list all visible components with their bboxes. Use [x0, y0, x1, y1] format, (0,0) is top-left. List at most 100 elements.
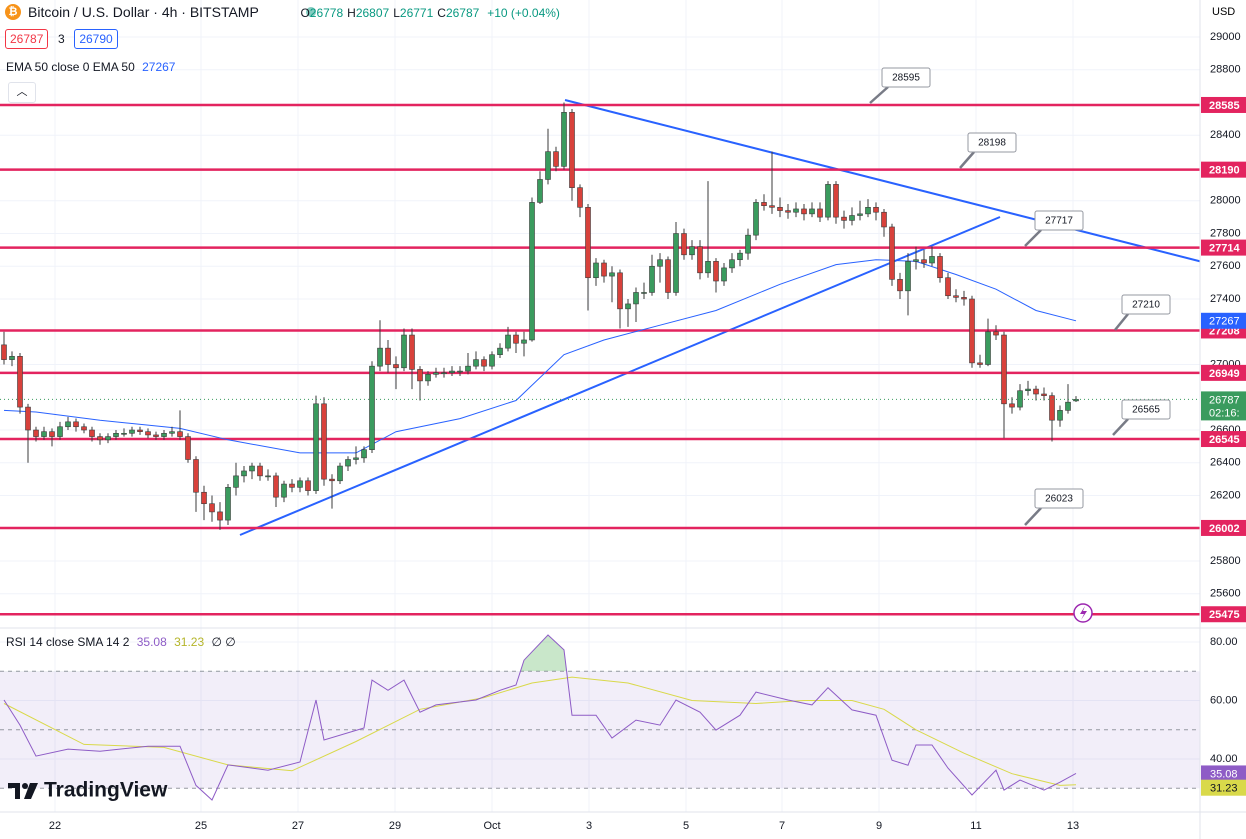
candle-body [817, 208, 823, 218]
ohlc-value: 26771 [399, 6, 434, 20]
candle-body [313, 403, 319, 491]
candle-body [497, 347, 503, 355]
callout-pointer [1112, 418, 1129, 436]
rsi-sma-line [3, 676, 1077, 786]
level-badge [1201, 96, 1246, 113]
y-tick-label: 26200 [1210, 489, 1241, 501]
level-badge [1201, 519, 1246, 536]
candle-body [393, 364, 399, 369]
candle-body [137, 429, 143, 432]
ask[interactable]: 26790 [74, 29, 118, 49]
rsi-extra: ∅ ∅ [211, 635, 236, 649]
level-label: 28190 [1209, 165, 1240, 177]
candle-body [241, 470, 247, 477]
callout-box [1121, 399, 1171, 420]
candle-body [569, 112, 575, 188]
ohlc-value: 26778 [309, 6, 344, 20]
candle-body [9, 356, 15, 360]
x-tick-label: 25 [195, 820, 207, 832]
candle-body [961, 297, 967, 300]
candle-body [25, 406, 31, 431]
ohlc-label: C [437, 6, 446, 20]
candle-body [913, 259, 919, 262]
rsi-pane [0, 634, 1200, 801]
candle-body [153, 434, 159, 437]
collapse-button[interactable]: ︿ [8, 82, 36, 103]
candle-body [49, 431, 55, 437]
ohlc-value: 26787 [445, 6, 480, 20]
candle-body [889, 226, 895, 280]
level-label: 26002 [1209, 523, 1240, 535]
candle-body [577, 187, 583, 208]
candle-body [833, 184, 839, 218]
candle-body [489, 354, 495, 367]
candle-body [129, 429, 135, 434]
candle-body [609, 272, 615, 277]
candle-body [561, 112, 567, 167]
x-tick-label: 27 [292, 820, 304, 832]
candle-body [145, 431, 151, 436]
candle-body [825, 184, 831, 218]
candle-body [257, 465, 263, 477]
rsi-name: RSI 14 close SMA 14 2 [6, 635, 130, 649]
candle-body [865, 207, 871, 215]
candle-body [929, 256, 935, 264]
candle-body [657, 259, 663, 267]
candle-body [745, 234, 751, 254]
candle-body [121, 432, 127, 435]
candle-body [465, 365, 471, 372]
candle-body [57, 426, 63, 437]
level-badge [1201, 431, 1246, 448]
ema-value: 27267 [142, 60, 176, 74]
candle-body [65, 421, 71, 428]
ohlc-label: L [393, 6, 400, 20]
trend-line [239, 216, 1001, 536]
candle-body [209, 503, 215, 513]
header: Bitcoin / U.S. Dollar · 4h · BITSTAMP O2… [28, 4, 560, 20]
candle-body [1025, 388, 1031, 392]
candle-body [641, 292, 647, 294]
candle-body [17, 356, 23, 408]
candle-body [985, 331, 991, 365]
alert-icon[interactable] [1073, 603, 1093, 623]
level-badge [1201, 161, 1246, 178]
callout-label: 27210 [1132, 300, 1160, 311]
x-tick-label: 11 [970, 820, 981, 832]
candle-body [1, 344, 7, 360]
y-tick-label: 27400 [1210, 293, 1241, 305]
rsi-sma-badge-label: 31.23 [1210, 783, 1238, 795]
candle-body [905, 261, 911, 292]
candle-body [273, 475, 279, 498]
candle-body [553, 151, 559, 167]
rsi-overbought-fill [4, 635, 1076, 672]
candle-body [761, 202, 767, 206]
y-tick-label: 25600 [1210, 588, 1241, 600]
x-tick-label: 3 [586, 820, 592, 832]
bid[interactable]: 26787 [5, 29, 49, 49]
candle-body [481, 359, 487, 367]
candle-body [1041, 393, 1047, 396]
candle-body [897, 279, 903, 292]
level-badge [1201, 364, 1246, 381]
x-tick-label: 5 [683, 820, 689, 832]
candle-body [81, 426, 87, 431]
rsi-tick-label: 40.00 [1210, 753, 1238, 765]
candle-body [977, 362, 983, 365]
candle-body [705, 261, 711, 274]
candle-body [681, 233, 687, 256]
callout-label: 27717 [1045, 216, 1073, 227]
y-tick-label: 28000 [1210, 195, 1241, 207]
x-tick-label: 9 [876, 820, 882, 832]
candle-body [521, 339, 527, 344]
y-tick-label: 29000 [1210, 31, 1241, 43]
candle-body [289, 483, 295, 488]
candle-body [505, 334, 511, 349]
candle-body [649, 265, 655, 293]
ohlc-label: O [300, 6, 310, 20]
candle-body [801, 208, 807, 215]
spread: 3 [58, 32, 65, 46]
candle-body [601, 262, 607, 277]
candle-body [953, 295, 959, 298]
x-tick-label: Oct [483, 820, 500, 832]
